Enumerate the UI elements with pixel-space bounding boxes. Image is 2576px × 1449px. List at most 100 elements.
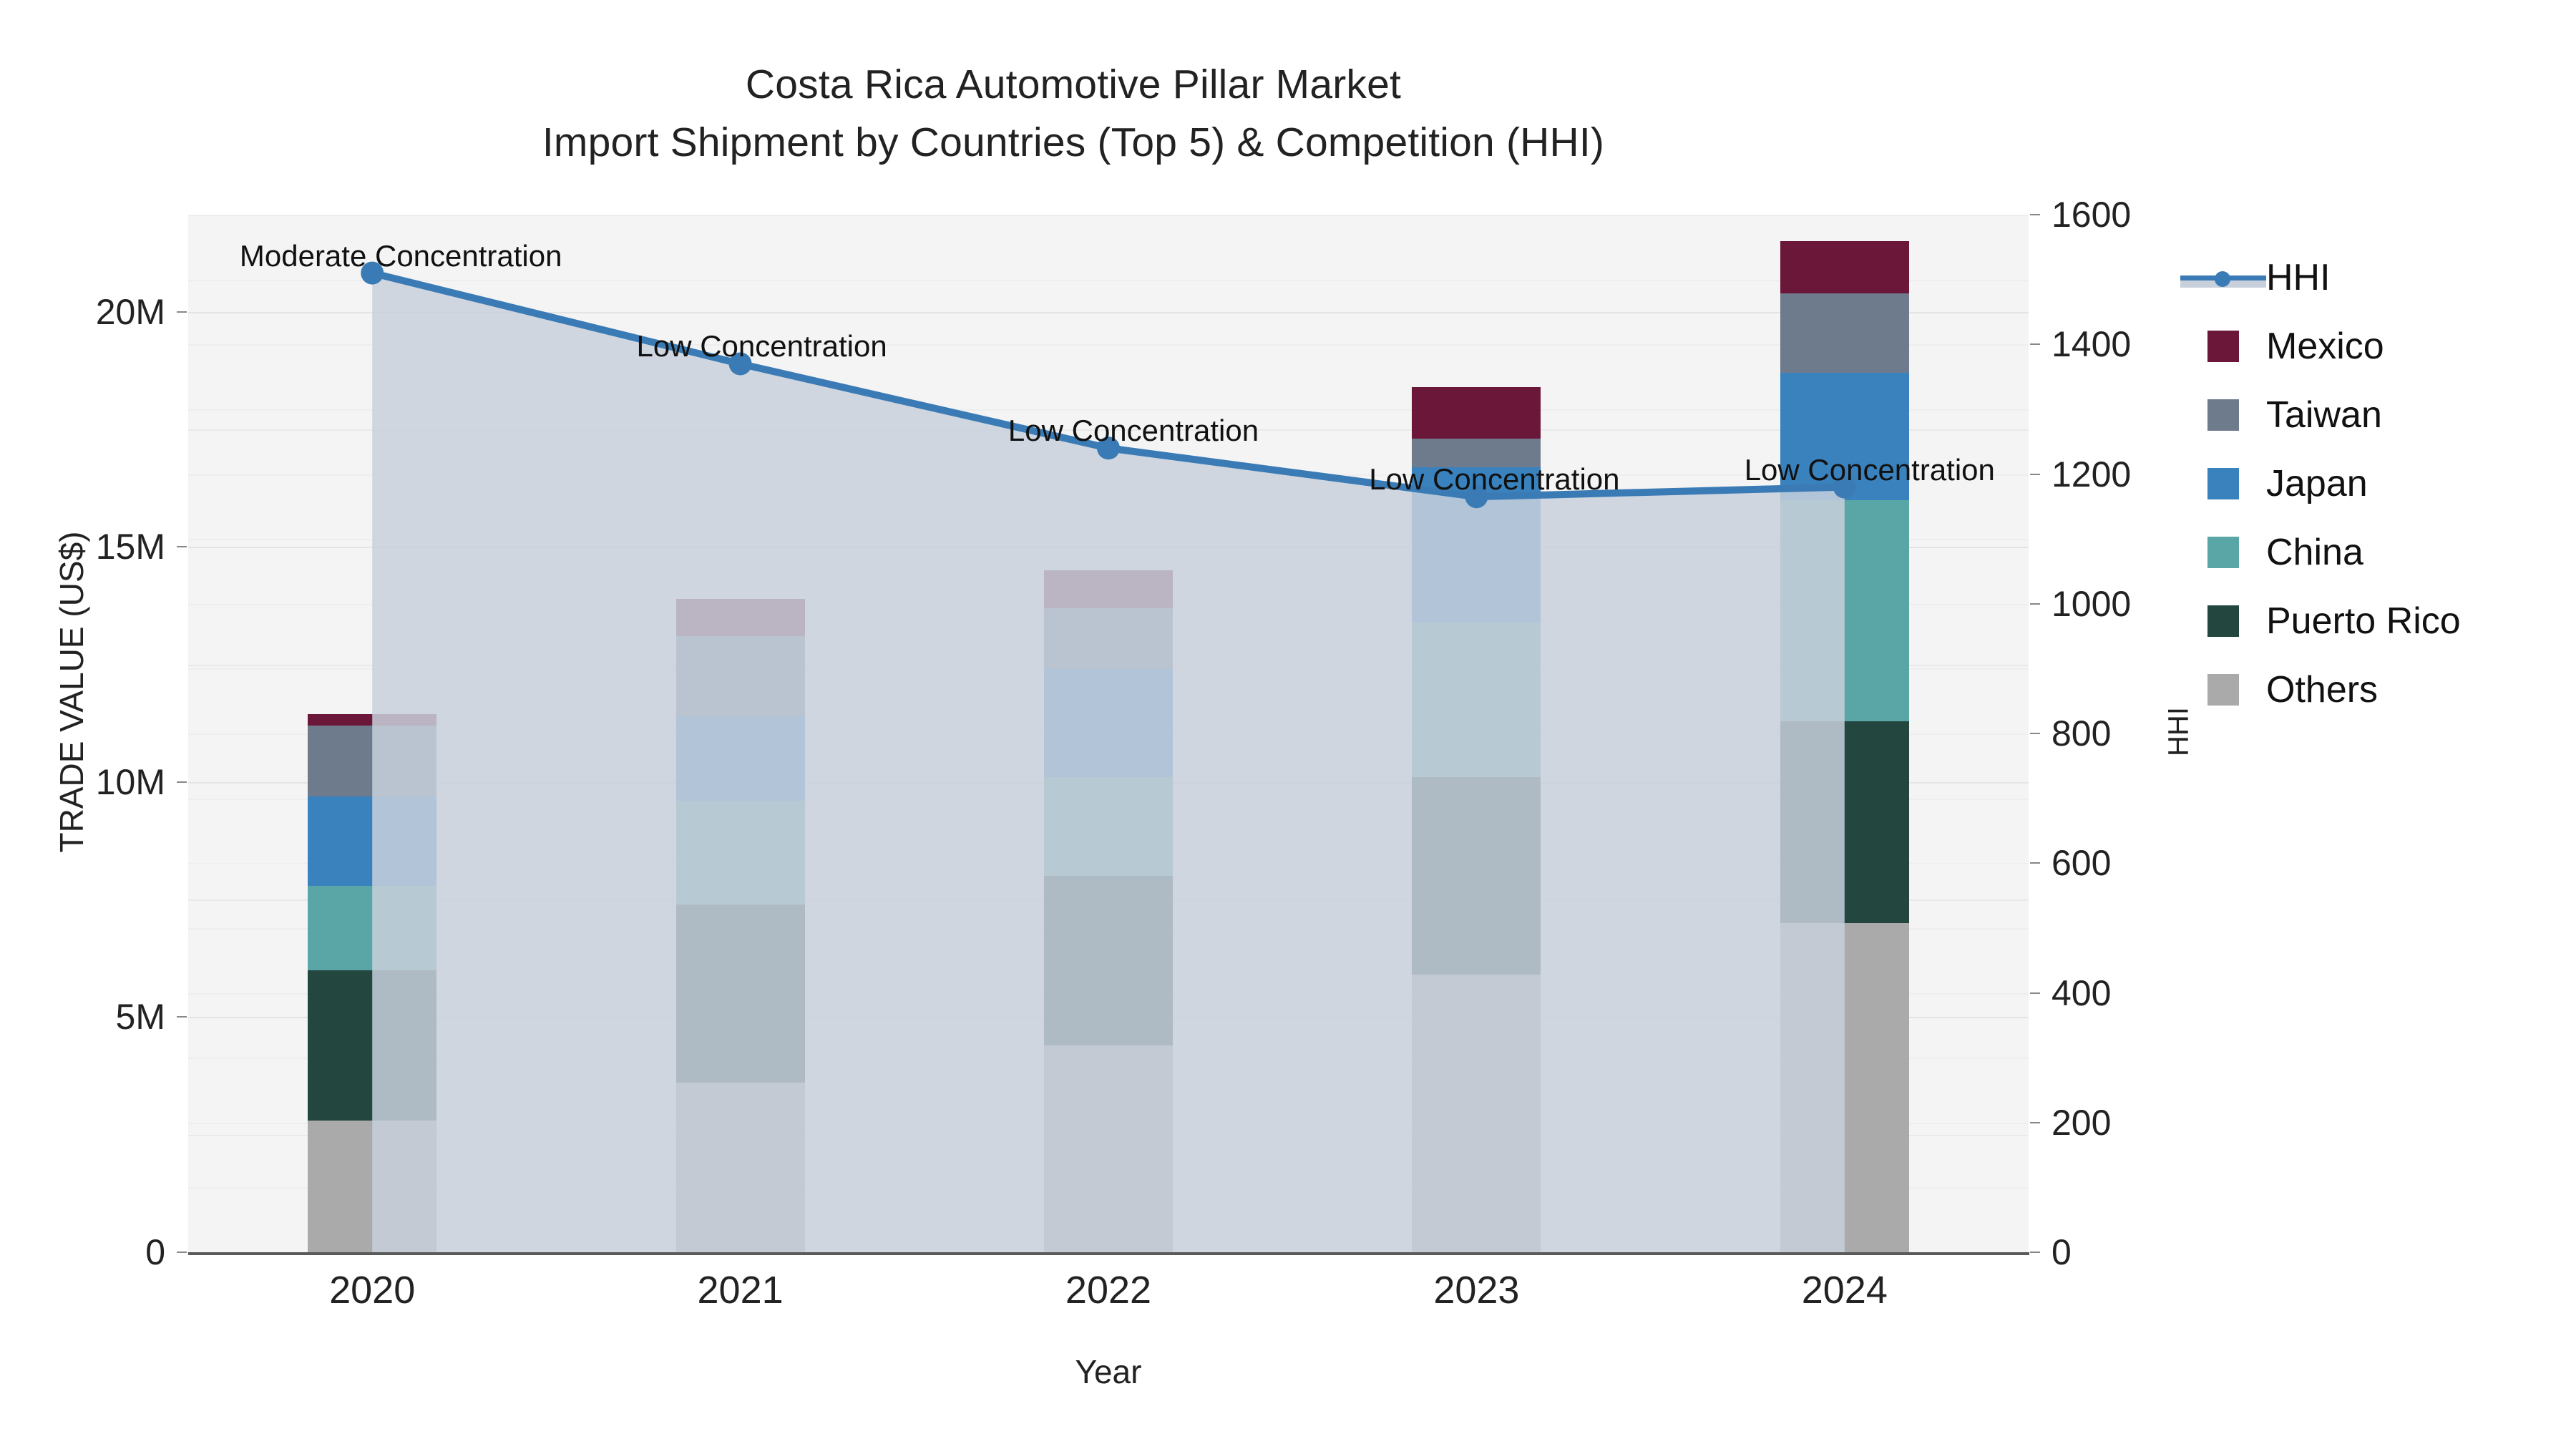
- legend-item-label: Taiwan: [2266, 394, 2382, 436]
- bar-segment[interactable]: [1780, 923, 1909, 1252]
- y2-axis-tick-label: 1000: [2051, 583, 2132, 624]
- y2-axis-tick-mark: [2030, 343, 2040, 346]
- bar-segment[interactable]: [675, 801, 805, 904]
- legend-item[interactable]: Puerto Rico: [2207, 587, 2565, 655]
- bar-segment[interactable]: [1412, 777, 1541, 975]
- gridline-secondary: [188, 215, 2029, 216]
- legend-line-swatch: [2180, 262, 2266, 293]
- legend-item[interactable]: Others: [2207, 655, 2565, 724]
- x-axis-title: Year: [1075, 1353, 1142, 1390]
- bar-segment[interactable]: [1044, 570, 1173, 608]
- legend-color-swatch: [2207, 674, 2239, 706]
- bar-segment[interactable]: [675, 636, 805, 716]
- bar-segment[interactable]: [1780, 293, 1909, 374]
- legend-color-swatch: [2207, 468, 2239, 499]
- y-axis-tick-mark: [177, 311, 187, 313]
- plot-area: [188, 215, 2029, 1252]
- chart-legend: HHI Mexico Taiwan Japan China Puerto Rico Othe…: [2180, 243, 2565, 724]
- y2-axis-tick-mark: [2030, 1121, 2040, 1123]
- y-axis-tick-mark: [177, 546, 187, 548]
- y-axis-tick-label: 20M: [95, 291, 165, 332]
- bar-segment[interactable]: [1780, 721, 1909, 924]
- bar-segment[interactable]: [308, 713, 437, 726]
- bar-segment[interactable]: [1044, 777, 1173, 877]
- y-axis-tick-mark: [177, 1252, 187, 1253]
- legend-item-label: Others: [2266, 669, 2379, 711]
- bar-group[interactable]: [308, 215, 437, 1252]
- bar-segment[interactable]: [1780, 499, 1909, 721]
- y-axis-tick-mark: [177, 781, 187, 783]
- legend-item[interactable]: Taiwan: [2207, 381, 2565, 449]
- bar-segment[interactable]: [1412, 622, 1541, 778]
- chart-title-line-2: Import Shipment by Countries (Top 5) & C…: [542, 119, 1605, 165]
- legend-color-swatch: [2207, 605, 2239, 637]
- y-axis-tick-label: 5M: [115, 997, 165, 1038]
- hhi-annotation-label: Low Concentration: [1008, 414, 1259, 448]
- y2-axis-tick-label: 0: [2051, 1232, 2072, 1272]
- bar-segment[interactable]: [308, 796, 437, 886]
- y2-axis-title: HHI: [2162, 707, 2195, 756]
- y-axis-tick-label: 10M: [95, 761, 165, 802]
- bar-segment[interactable]: [308, 726, 437, 796]
- bar-segment[interactable]: [308, 885, 437, 970]
- legend-marker-dot: [2215, 271, 2230, 287]
- legend-item-label: China: [2266, 532, 2363, 573]
- legend-color-swatch: [2207, 537, 2239, 568]
- bar-segment[interactable]: [1412, 387, 1541, 439]
- y2-axis-tick-mark: [2030, 602, 2040, 605]
- bar-segment[interactable]: [1044, 669, 1173, 778]
- y2-axis-tick-label: 1600: [2051, 195, 2132, 235]
- bar-segment[interactable]: [1412, 975, 1541, 1252]
- y2-axis-tick-mark: [2030, 733, 2040, 734]
- y-axis-tick-label: 15M: [95, 527, 165, 567]
- bar-segment[interactable]: [675, 598, 805, 637]
- bar-group[interactable]: [1780, 215, 1909, 1252]
- y2-axis-tick-mark: [2030, 1252, 2040, 1253]
- bar-segment[interactable]: [675, 904, 805, 1083]
- legend-item[interactable]: Japan: [2207, 449, 2565, 518]
- bar-segment[interactable]: [675, 1083, 805, 1252]
- y2-axis-tick-mark: [2030, 992, 2040, 994]
- chart-title-line-1: Costa Rica Automotive Pillar Market: [745, 62, 1402, 107]
- bar-group[interactable]: [1044, 215, 1173, 1252]
- legend-item-label: Puerto Rico: [2266, 600, 2461, 642]
- legend-item-label: HHI: [2266, 257, 2331, 298]
- legend-item-label: Mexico: [2266, 326, 2384, 367]
- hhi-annotation-label: Low Concentration: [1744, 452, 1995, 487]
- hhi-annotation-label: Low Concentration: [1369, 462, 1620, 497]
- bar-group[interactable]: [1412, 215, 1541, 1252]
- x-axis-line: [188, 1252, 2029, 1255]
- x-axis-tick-label: 2023: [1433, 1269, 1520, 1312]
- y2-axis-tick-label: 1200: [2051, 454, 2132, 494]
- y2-axis-tick-label: 600: [2051, 843, 2112, 884]
- legend-item[interactable]: Mexico: [2207, 312, 2565, 381]
- bar-segment[interactable]: [308, 970, 437, 1121]
- hhi-annotation-label: Low Concentration: [636, 329, 887, 364]
- y-axis-tick-mark: [177, 1016, 187, 1018]
- y2-axis-tick-mark: [2030, 214, 2040, 215]
- chart-title: Costa Rica Automotive Pillar Market Impo…: [0, 56, 2147, 172]
- bar-group[interactable]: [675, 215, 805, 1252]
- x-axis-tick-label: 2020: [329, 1269, 416, 1312]
- y2-axis-tick-mark: [2030, 862, 2040, 864]
- legend-item-label: Japan: [2266, 463, 2368, 504]
- y-axis-title: TRADE VALUE (US$): [53, 531, 90, 853]
- y2-axis-tick-label: 400: [2051, 972, 2112, 1013]
- bar-segment[interactable]: [1780, 241, 1909, 293]
- x-axis-tick-label: 2022: [1065, 1269, 1152, 1312]
- bar-segment[interactable]: [308, 1121, 437, 1252]
- bar-segment[interactable]: [1044, 1045, 1173, 1252]
- legend-item[interactable]: HHI: [2180, 243, 2565, 312]
- y2-axis-tick-label: 200: [2051, 1102, 2112, 1143]
- y2-axis-tick-mark: [2030, 473, 2040, 475]
- x-axis-tick-label: 2024: [1801, 1269, 1888, 1312]
- y2-axis-tick-label: 1400: [2051, 324, 2132, 365]
- hhi-annotation-label: Moderate Concentration: [239, 238, 562, 273]
- legend-color-swatch: [2207, 331, 2239, 362]
- legend-color-swatch: [2207, 399, 2239, 431]
- bar-segment[interactable]: [675, 716, 805, 801]
- legend-item[interactable]: China: [2207, 518, 2565, 587]
- bar-segment[interactable]: [1044, 608, 1173, 670]
- bar-segment[interactable]: [1044, 876, 1173, 1045]
